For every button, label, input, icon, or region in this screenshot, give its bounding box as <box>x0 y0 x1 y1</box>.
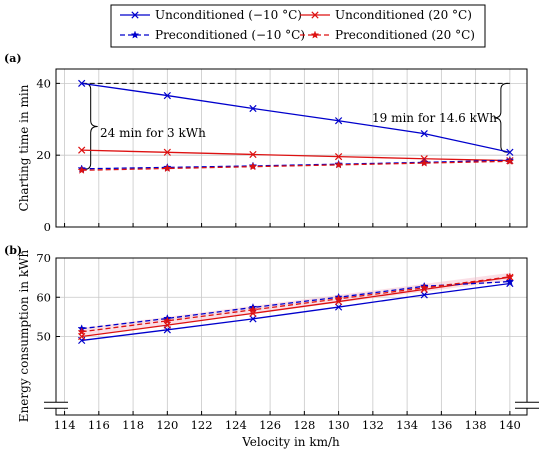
data-point <box>419 283 429 292</box>
data-point <box>131 11 139 19</box>
x-tick-label: 118 <box>122 418 144 432</box>
series-line <box>81 276 510 338</box>
series-line <box>81 160 510 171</box>
data-point <box>78 146 86 154</box>
y-tick-label: 0 <box>44 220 51 234</box>
legend-box <box>110 4 486 48</box>
data-point <box>505 277 515 286</box>
axis-break-gap <box>515 402 539 409</box>
data-point <box>310 30 320 39</box>
panel-label-a: (a) <box>4 52 22 65</box>
x-tick-label: 134 <box>396 418 418 432</box>
data-point <box>334 117 343 125</box>
x-tick-label: 124 <box>225 418 247 432</box>
x-tick-label: 136 <box>430 418 452 432</box>
x-tick-label: 122 <box>191 418 213 432</box>
data-point <box>130 30 140 39</box>
brace <box>83 82 98 171</box>
data-point <box>334 303 343 311</box>
brace <box>493 82 508 153</box>
data-point <box>249 104 257 113</box>
data-point <box>505 156 515 165</box>
y-tick-label: 60 <box>36 290 51 304</box>
x-tick-label: 130 <box>328 418 350 432</box>
data-point <box>249 150 257 159</box>
series-line <box>81 282 510 342</box>
legend-label: Unconditioned (20 °C) <box>335 8 472 22</box>
panel-b-xlabel: Velocity in km/h <box>241 435 340 449</box>
annotation-right: 19 min for 14.6 kWh <box>372 111 497 125</box>
panel-b-ylabel: Energy consumption in kWh <box>17 250 31 423</box>
data-point <box>419 158 429 167</box>
x-tick-label: 116 <box>88 418 110 432</box>
data-point <box>163 148 171 156</box>
x-tick-label: 140 <box>499 418 521 432</box>
series-line <box>81 159 510 170</box>
data-point <box>334 152 343 161</box>
series-line <box>81 82 511 153</box>
data-point <box>334 160 343 169</box>
panel-a-frame <box>55 68 528 228</box>
y-tick-label: 70 <box>36 251 51 265</box>
legend: Unconditioned (−10 °C) Unconditioned (20 … <box>110 4 486 48</box>
x-tick-label: 126 <box>259 418 281 432</box>
confidence-band <box>81 272 510 336</box>
data-point <box>249 309 257 317</box>
x-tick-label: 128 <box>293 418 315 432</box>
panel-b-plot: 50 60 70 114 116 118 120 122 124 126 128 130 132 134 1… <box>17 250 539 449</box>
axis-break-gap <box>44 402 68 409</box>
data-point <box>249 315 257 323</box>
annotation-left: 24 min for 3 kWh <box>100 126 206 140</box>
data-point <box>311 11 319 19</box>
x-tick-label: 138 <box>465 418 487 432</box>
y-tick-label: 20 <box>36 148 51 162</box>
panel-a-ylabel: Charting time in min <box>17 84 31 211</box>
panel-label-b: (b) <box>4 244 22 257</box>
data-point <box>506 148 514 156</box>
data-point <box>163 163 172 173</box>
legend-label: Preconditioned (−10 °C) <box>155 28 305 42</box>
y-tick-label: 50 <box>36 330 51 344</box>
legend-label: Unconditioned (−10 °C) <box>155 8 302 22</box>
data-point <box>78 79 86 87</box>
data-point <box>77 165 86 174</box>
x-tick-label: 132 <box>362 418 384 432</box>
x-tick-label: 120 <box>156 418 178 432</box>
data-point <box>334 294 343 303</box>
series-line <box>81 149 510 162</box>
data-point <box>420 291 428 299</box>
data-point <box>420 130 428 138</box>
data-point <box>248 305 258 314</box>
data-point <box>163 316 172 325</box>
data-point <box>77 327 86 336</box>
x-tick-label: 114 <box>54 418 76 432</box>
legend-label: Preconditioned (20 °C) <box>335 28 475 42</box>
data-point <box>163 91 171 100</box>
panel-a-plot: 0 20 40 24 min for 3 kWh 19 min for 14.6 k… <box>17 68 528 234</box>
y-tick-label: 40 <box>36 76 51 90</box>
data-point <box>248 162 258 171</box>
data-point <box>505 272 515 281</box>
